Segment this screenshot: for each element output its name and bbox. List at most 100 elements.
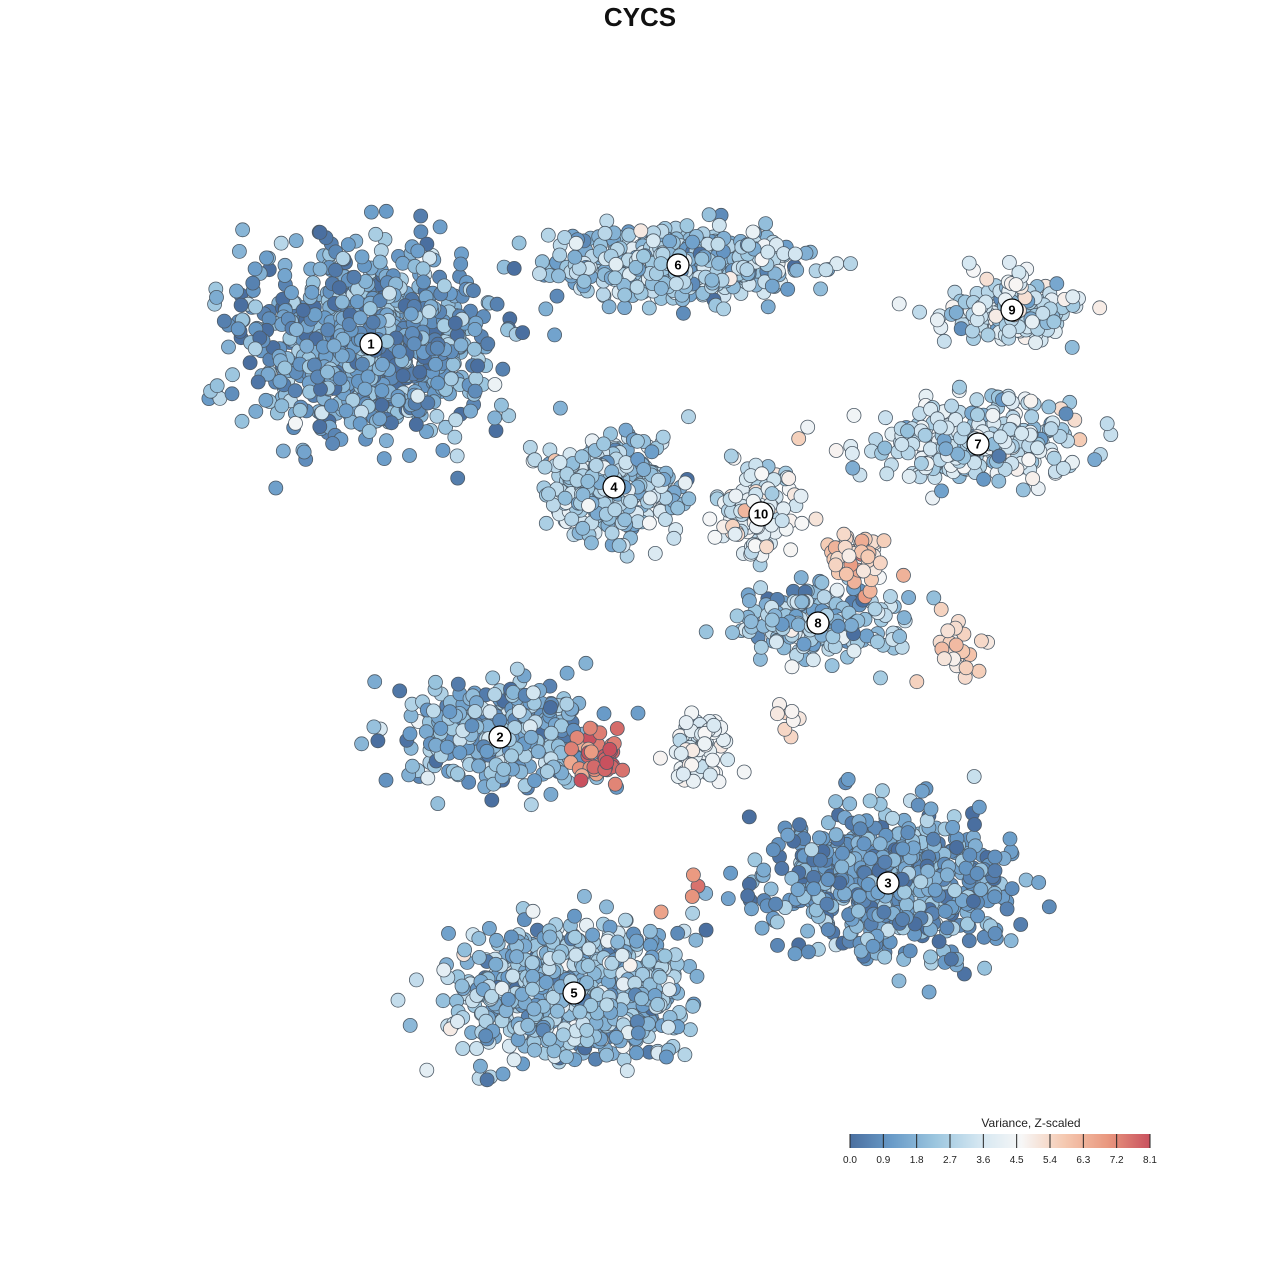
cell-point <box>609 721 625 736</box>
cell-point <box>402 1018 418 1033</box>
cell-point <box>258 392 274 408</box>
cell-point <box>471 950 487 965</box>
cell-point <box>340 237 356 253</box>
cell-point <box>209 289 224 305</box>
cell-point <box>580 473 596 489</box>
cell-point <box>381 285 397 301</box>
cell-point <box>532 266 547 282</box>
cell-point <box>615 762 630 778</box>
cell-point <box>913 874 929 890</box>
cell-point <box>845 460 861 476</box>
cell-point <box>557 490 573 506</box>
cell-point <box>284 285 299 301</box>
cell-point <box>987 849 1003 865</box>
cluster-label-6: 6 <box>666 253 690 277</box>
cell-point <box>572 1004 588 1020</box>
cell-point <box>370 733 386 749</box>
cell-point <box>828 827 844 843</box>
cell-point <box>937 903 953 919</box>
cell-point <box>846 643 862 659</box>
cell-point <box>770 938 785 953</box>
cell-point <box>936 333 952 349</box>
cell-point <box>471 931 487 946</box>
cell-point <box>720 752 735 768</box>
cell-point <box>711 255 726 271</box>
cell-point <box>224 386 240 402</box>
cell-point <box>334 294 350 310</box>
cell-point <box>410 388 426 404</box>
cell-point <box>413 208 429 224</box>
cell-point <box>242 355 258 371</box>
cell-point <box>492 713 508 728</box>
cell-point <box>824 658 840 673</box>
cell-point <box>630 433 645 449</box>
cell-point <box>813 281 828 297</box>
cell-point <box>879 466 895 482</box>
cell-point <box>602 742 618 757</box>
cell-point <box>325 436 341 451</box>
cell-point <box>288 322 304 337</box>
cell-point <box>872 555 888 571</box>
cell-point <box>980 327 996 343</box>
cell-point <box>909 674 925 690</box>
cell-point <box>970 407 985 423</box>
cell-point <box>743 614 759 629</box>
cell-point <box>900 825 916 840</box>
cell-point <box>829 582 845 598</box>
cell-point <box>666 530 682 546</box>
cell-point <box>480 336 496 352</box>
cell-point <box>578 655 594 671</box>
cluster-label-1: 1 <box>359 332 383 356</box>
cluster-label-9: 9 <box>1000 298 1024 322</box>
cell-point <box>1092 300 1108 316</box>
cell-point <box>441 926 456 941</box>
cluster-label-3: 3 <box>876 871 900 895</box>
cell-point <box>653 904 669 920</box>
cell-point <box>702 511 718 527</box>
cell-point <box>684 889 700 904</box>
cell-point <box>753 580 768 596</box>
cell-point <box>442 704 458 720</box>
cell-point <box>525 981 540 997</box>
cell-point <box>495 1066 511 1082</box>
cell-point <box>901 590 916 605</box>
cell-point <box>610 934 626 950</box>
cell-point <box>675 766 691 782</box>
cell-point <box>839 566 854 582</box>
cell-point <box>991 473 1007 489</box>
cell-point <box>971 301 987 317</box>
cell-point <box>430 796 446 811</box>
cell-point <box>885 810 900 826</box>
cell-point <box>506 260 522 276</box>
cell-point <box>875 783 890 799</box>
cell-point <box>923 949 938 965</box>
cell-point <box>599 997 615 1013</box>
cell-point <box>970 908 985 924</box>
cell-point <box>245 275 261 291</box>
cell-point <box>856 563 871 579</box>
cell-point <box>932 419 948 435</box>
cell-point <box>500 992 516 1007</box>
cell-point <box>910 797 926 813</box>
cell-point <box>670 500 686 516</box>
cell-point <box>741 237 756 253</box>
cell-point <box>688 932 704 948</box>
cell-point <box>478 1028 494 1044</box>
cell-point <box>652 969 668 985</box>
cell-point <box>754 466 770 482</box>
cell-point <box>670 925 686 941</box>
cell-point <box>216 313 232 329</box>
cell-point <box>549 288 565 304</box>
cell-point <box>595 287 611 302</box>
cell-point <box>295 302 311 318</box>
cell-point <box>851 903 866 919</box>
cell-point <box>697 736 712 752</box>
cell-point <box>753 639 769 655</box>
cell-point <box>449 448 465 464</box>
cell-point <box>677 475 693 491</box>
cell-point <box>641 953 657 969</box>
cell-point <box>900 423 915 439</box>
cell-point <box>392 683 408 699</box>
cell-point <box>770 706 785 722</box>
cell-point <box>1008 277 1024 293</box>
